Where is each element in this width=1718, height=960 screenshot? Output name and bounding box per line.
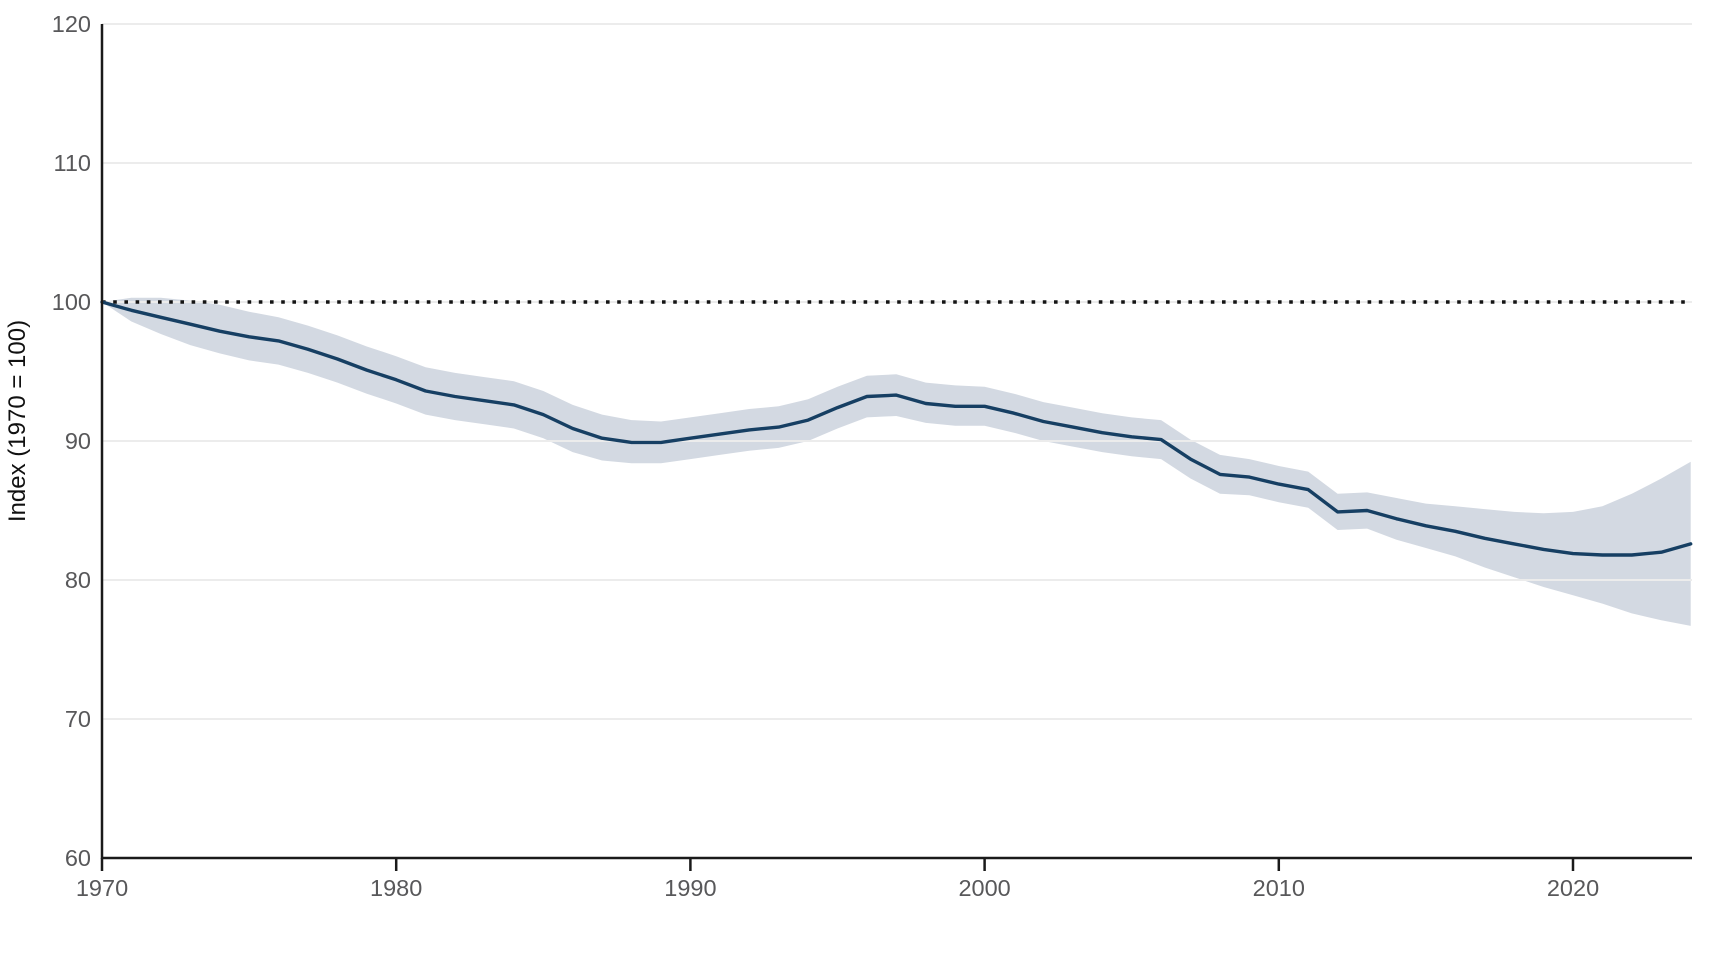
x-tick-label: 2000 bbox=[958, 875, 1010, 901]
y-tick-label: 100 bbox=[52, 289, 91, 315]
y-axis-title: Index (1970 = 100) bbox=[4, 320, 31, 522]
x-tick-label: 1970 bbox=[76, 875, 128, 901]
y-tick-label: 120 bbox=[52, 11, 91, 37]
y-tick-label: 110 bbox=[54, 150, 91, 176]
index-series-line bbox=[100, 300, 1693, 557]
x-tick-label: 2020 bbox=[1547, 875, 1599, 901]
y-tick-label: 70 bbox=[65, 706, 91, 732]
gridline-layer bbox=[102, 23, 1692, 720]
x-tick-label: 1980 bbox=[370, 875, 422, 901]
axes-layer bbox=[100, 24, 1692, 871]
x-tick-label: 1990 bbox=[664, 875, 716, 901]
y-tick-label: 80 bbox=[65, 567, 91, 593]
confidence-band-layer bbox=[102, 297, 1691, 626]
y-tick-label: 90 bbox=[65, 428, 91, 454]
y-tick-label: 60 bbox=[65, 845, 91, 871]
x-tick-label: 2010 bbox=[1253, 875, 1305, 901]
series-line-layer bbox=[100, 300, 1693, 557]
tick-label-layer: 1970 1980 1990 2000 2010 2020 60 70 80 90 100 110 12… bbox=[52, 11, 1599, 901]
confidence-band bbox=[102, 297, 1691, 626]
